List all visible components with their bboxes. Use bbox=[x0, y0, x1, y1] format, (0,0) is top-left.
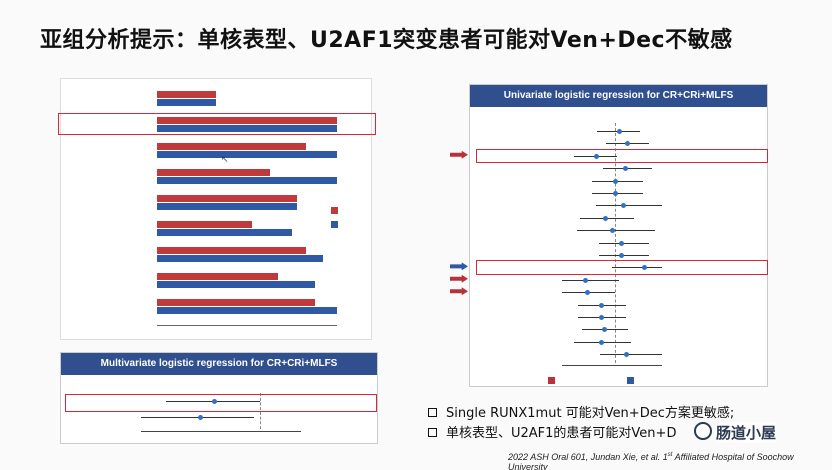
forest-point bbox=[612, 191, 618, 196]
bar-cycle2 bbox=[157, 177, 337, 184]
citation-pre: 2022 ASH Oral 601, Jundan Xie, et al. 1 bbox=[508, 452, 668, 462]
bar-cycle2 bbox=[157, 281, 316, 288]
forest-ci-line bbox=[599, 354, 662, 356]
forest-point bbox=[585, 290, 591, 296]
bar-cycle1 bbox=[157, 221, 253, 228]
bar-cycle2 bbox=[157, 307, 337, 314]
univariate-title: Univariate logistic regression for CR+CR… bbox=[470, 85, 767, 107]
forest-legend-favorable bbox=[624, 376, 634, 384]
bar-cycle1 bbox=[157, 299, 316, 306]
legend-swatch-blue-icon bbox=[331, 221, 338, 228]
forest-point bbox=[599, 339, 605, 345]
multivariate-title: Multivariate logistic regression for CR+… bbox=[61, 353, 377, 375]
bar-cycle2 bbox=[157, 151, 337, 158]
highlight-box-single-runx1 bbox=[58, 113, 376, 135]
legend-swatch-red-icon bbox=[331, 207, 338, 214]
bar-cycle1 bbox=[157, 117, 337, 124]
row-pointer-arrow-icon bbox=[450, 287, 468, 296]
bar-cycle1 bbox=[157, 91, 217, 98]
citation: 2022 ASH Oral 601, Jundan Xie, et al. 1s… bbox=[508, 452, 832, 470]
bar-cycle2 bbox=[157, 99, 217, 106]
legend-item bbox=[331, 221, 341, 228]
note-line-2: 单核表型、U2AF1的患者可能对Ven+D bbox=[428, 424, 734, 444]
forest-point bbox=[583, 277, 589, 283]
forest-legend-unfavorable bbox=[548, 376, 558, 384]
forest-point bbox=[593, 153, 599, 159]
row-pointer-arrow-icon bbox=[450, 150, 468, 159]
bar-cycle1 bbox=[157, 143, 307, 150]
forest-point bbox=[621, 203, 627, 209]
forest-ci-line bbox=[562, 279, 619, 281]
watermark-text: 肠道小屋 bbox=[716, 422, 777, 443]
forest-point bbox=[619, 240, 625, 246]
bar-chart-panel: ↖ bbox=[58, 78, 376, 340]
forest-point bbox=[617, 129, 623, 134]
slide-title: 亚组分析提示：单核表型、U2AF1突变患者可能对Ven+Dec不敏感 bbox=[40, 28, 733, 53]
forest-ci-line bbox=[596, 205, 662, 207]
forest-point bbox=[212, 399, 218, 404]
bar-cycle1 bbox=[157, 273, 278, 280]
forest-point bbox=[625, 141, 631, 147]
forest-row-highlight bbox=[476, 148, 768, 164]
bar-cycle2 bbox=[157, 203, 298, 210]
legend-swatch-red-icon bbox=[548, 376, 555, 384]
forest-ci-line bbox=[576, 230, 655, 232]
forest-row-highlight bbox=[476, 260, 768, 275]
citation-post: Affiliated Hospital of Soochow Universit… bbox=[508, 452, 794, 470]
legend-item bbox=[331, 207, 341, 214]
forest-point bbox=[599, 315, 605, 320]
row-pointer-arrow-icon bbox=[450, 274, 468, 283]
row-pointer-arrow-icon bbox=[450, 262, 468, 271]
bullet-box-icon bbox=[428, 428, 437, 437]
note-line-1: Single RUNX1mut 可能对Ven+Dec方案更敏感; bbox=[428, 404, 734, 424]
bar-cycle1 bbox=[157, 169, 271, 176]
forest-point bbox=[612, 178, 618, 184]
forest-point bbox=[599, 302, 605, 308]
forest-point bbox=[610, 228, 616, 234]
x-axis-line bbox=[157, 325, 337, 326]
univariate-panel: Univariate logistic regression for CR+CR… bbox=[469, 84, 768, 387]
bar-cycle2 bbox=[157, 125, 337, 132]
forest-point bbox=[602, 327, 608, 333]
forest-x-axis bbox=[562, 364, 662, 366]
note-text-1: Single RUNX1mut 可能对Ven+Dec方案更敏感; bbox=[446, 406, 735, 421]
forest-ci-line bbox=[612, 267, 662, 269]
forest-point bbox=[197, 415, 203, 420]
watermark-logo-icon bbox=[694, 422, 712, 440]
forest-ci-line bbox=[141, 417, 254, 418]
mouse-cursor-icon: ↖ bbox=[221, 155, 229, 165]
multivariate-panel: Multivariate logistic regression for CR+… bbox=[60, 352, 378, 444]
legend-swatch-blue-icon bbox=[627, 376, 634, 384]
bullet-notes: Single RUNX1mut 可能对Ven+Dec方案更敏感; 单核表型、U2… bbox=[428, 404, 734, 444]
bar-cycle2 bbox=[157, 255, 323, 262]
forest-point bbox=[641, 265, 647, 271]
forest-point bbox=[603, 215, 609, 221]
note-text-2: 单核表型、U2AF1的患者可能对Ven+D bbox=[446, 426, 677, 441]
bar-cycle1 bbox=[157, 195, 298, 202]
citation-sup: st bbox=[667, 452, 673, 458]
bar-cycle2 bbox=[157, 229, 292, 236]
forest-point bbox=[623, 352, 629, 358]
forest-x-axis bbox=[141, 431, 301, 432]
bullet-box-icon bbox=[428, 408, 437, 417]
forest-row-highlight bbox=[65, 394, 377, 412]
bar-cycle1 bbox=[157, 247, 307, 254]
forest-point bbox=[619, 253, 625, 258]
forest-point bbox=[622, 166, 628, 172]
